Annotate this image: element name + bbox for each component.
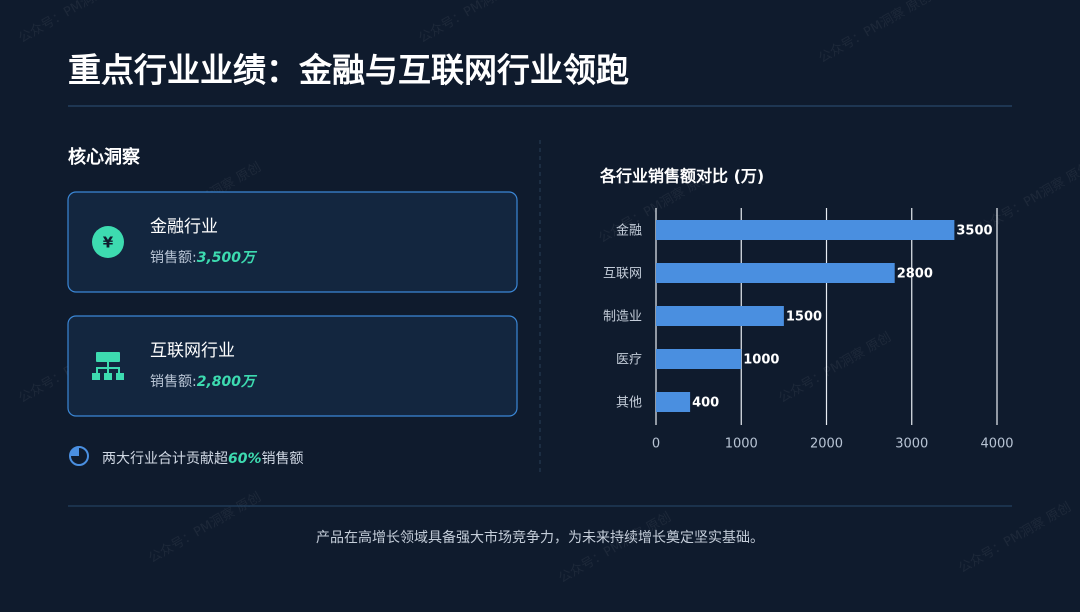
data-label: 3500 [956, 224, 992, 239]
chart-title: 各行业销售额对比 (万) [599, 167, 764, 186]
bar [656, 392, 691, 412]
footer-text: 产品在高增长领域具备强大市场竞争力，为未来持续增长奠定坚实基础。 [316, 529, 764, 546]
y-tick-label: 其他 [616, 396, 642, 411]
y-tick-label: 医疗 [616, 353, 642, 368]
pie-icon [69, 446, 89, 466]
y-tick-label: 金融 [616, 223, 642, 239]
card-title: 互联网行业 [150, 341, 235, 361]
note-text: 销售额 [262, 451, 304, 467]
x-tick-label: 2000 [810, 437, 843, 452]
x-tick-label: 4000 [980, 437, 1013, 452]
data-label: 1500 [786, 310, 822, 325]
note-highlight: 60% [228, 451, 262, 467]
insight-card [67, 315, 518, 417]
bar [656, 349, 742, 369]
card-metric-value: 3,500万 [197, 250, 258, 266]
card-metric: 销售额:3,500万 [150, 250, 258, 266]
x-tick-label: 3000 [895, 437, 928, 452]
data-label: 2800 [897, 267, 933, 282]
card-metric-value: 2,800万 [197, 374, 258, 390]
bar-chart: 0 1000 2000 3000 4000 金融 3500 互联网 2800 制造业 1500 医疗 1… [603, 208, 1014, 452]
section-heading: 核心洞察 [68, 146, 141, 168]
data-label: 1000 [743, 353, 779, 368]
bar [656, 306, 784, 326]
y-tick-label: 制造业 [603, 310, 642, 325]
y-tick-label: 互联网 [603, 267, 642, 282]
note-text: 两大行业合计贡献超 [102, 451, 228, 467]
insight-card [67, 191, 518, 293]
bar [656, 263, 895, 283]
card-metric: 销售额:2,800万 [150, 374, 258, 390]
slide-title: 重点行业业绩：金融与互联网行业领跑 [68, 51, 629, 90]
card-title: 金融行业 [150, 217, 218, 237]
data-label: 400 [692, 396, 719, 411]
network-icon [92, 352, 124, 380]
card-metric-label: 销售额: [150, 250, 197, 266]
finance-icon-glyph: ¥ [103, 234, 114, 252]
summary-note: 两大行业合计贡献超60%销售额 [102, 451, 304, 467]
card-metric-label: 销售额: [150, 374, 197, 390]
finance-icon [92, 226, 124, 258]
bar [656, 220, 955, 240]
x-tick-label: 1000 [725, 437, 758, 452]
x-tick-label: 0 [652, 437, 660, 452]
